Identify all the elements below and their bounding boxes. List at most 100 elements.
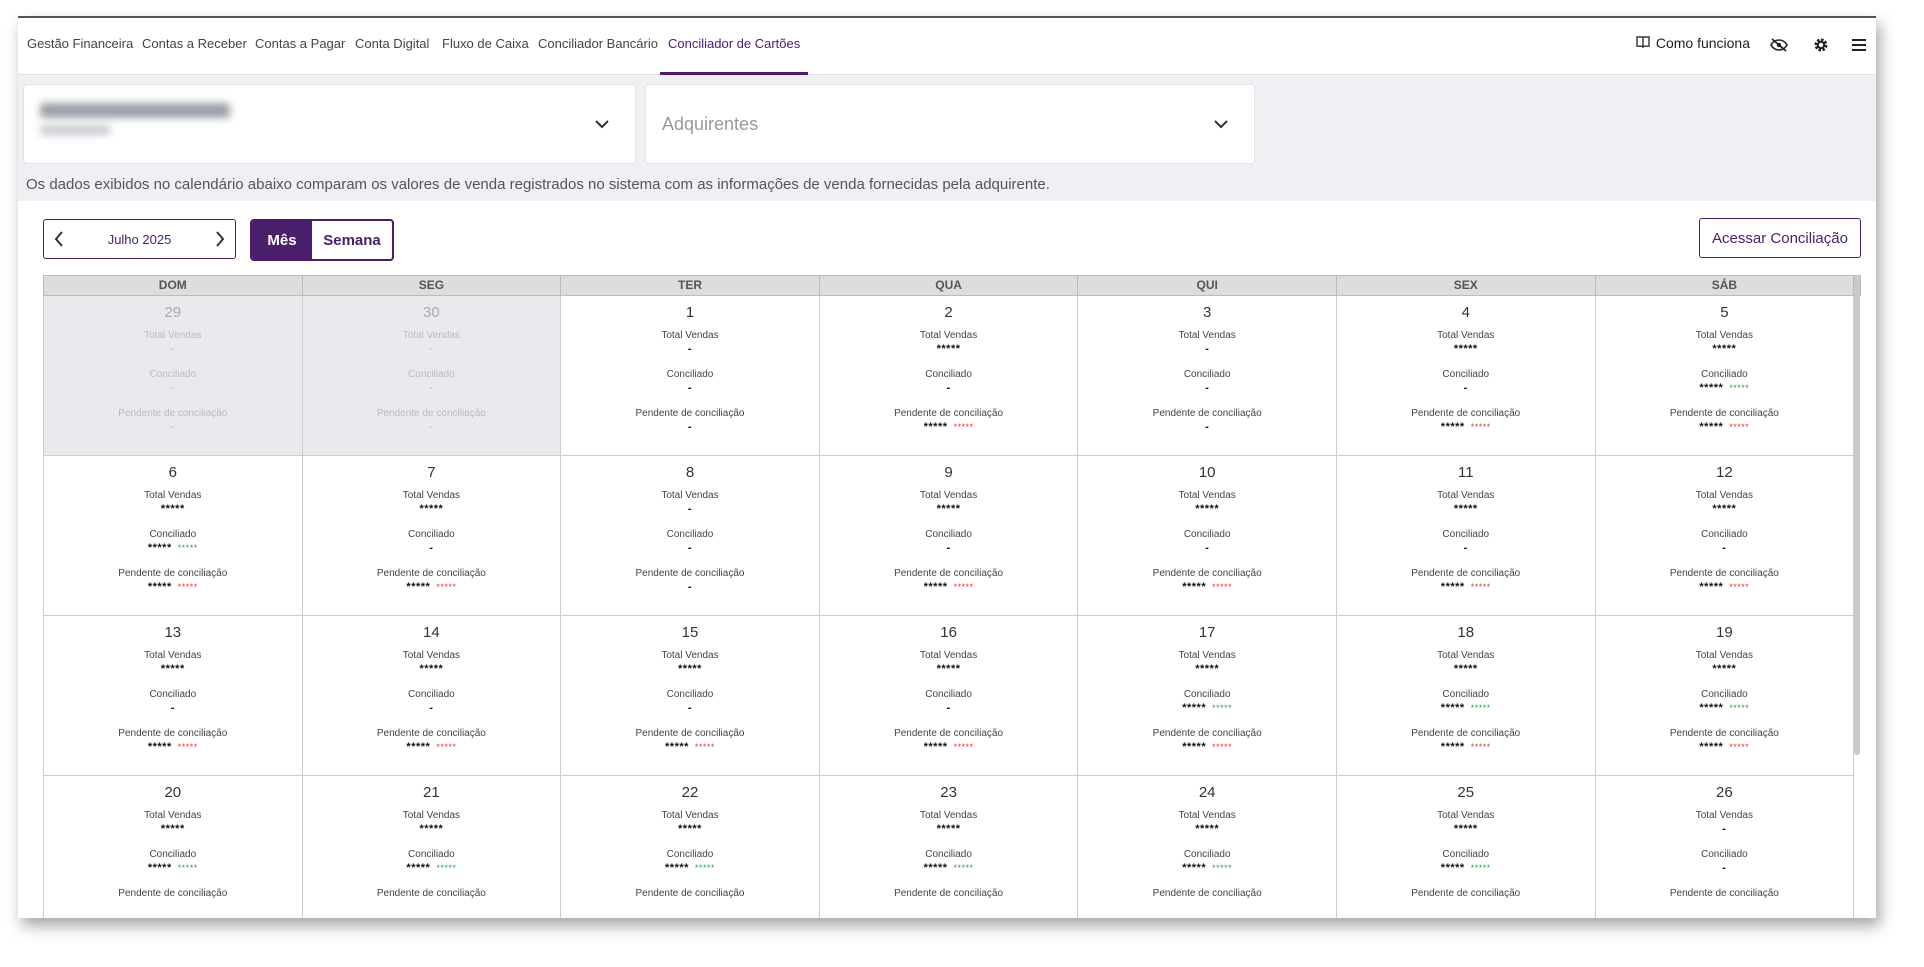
reconciled-label: Conciliado (1183, 689, 1231, 700)
pending-value (1337, 901, 1595, 918)
book-icon (1636, 35, 1650, 51)
reconciled-value: - (946, 542, 951, 554)
calendar-day-cell[interactable]: 11 Total Vendas ***** Conciliado - Pendente d… (1336, 456, 1596, 616)
view-toggle: Mês Semana (250, 219, 394, 261)
reconciled-label: Conciliado (925, 689, 972, 700)
calendar-day-cell[interactable]: 9 Total Vendas ***** Conciliado - Pendente de… (819, 456, 1079, 616)
pending-value: - (429, 421, 434, 433)
total-sales-value: ***** (160, 663, 185, 675)
reconciled-value: ***** ***** (1440, 702, 1491, 714)
calendar-day-cell[interactable]: 23 Total Vendas ***** Conciliado ***** ***** P… (819, 776, 1079, 918)
reconciled-label: Conciliado (1701, 529, 1748, 540)
eye-off-icon[interactable] (1768, 34, 1790, 56)
calendar-day-cell[interactable]: 22 Total Vendas ***** Conciliado ***** ***** P… (561, 776, 820, 918)
acquirers-select[interactable]: Adquirentes (645, 84, 1255, 164)
total-sales-label: Total Vendas (402, 810, 461, 821)
day-number: 11 (1457, 464, 1474, 481)
reconciled-label: Conciliado (925, 849, 972, 860)
how-it-works-link[interactable]: Como funciona (1636, 35, 1750, 51)
tab-conciliador-bancario[interactable]: Conciliador Bancário (538, 36, 658, 51)
day-number: 7 (427, 464, 436, 481)
reconciled-label: Conciliado (408, 529, 455, 540)
menu-icon[interactable] (1848, 34, 1870, 56)
weekday-label: SEG (303, 276, 562, 295)
calendar-scrollbar[interactable] (1854, 275, 1860, 755)
total-sales-label: Total Vendas (661, 650, 719, 661)
pending-value: ***** ***** (1182, 741, 1233, 753)
pending-value: ***** ***** (923, 421, 974, 433)
pending-value: ***** ***** (1440, 421, 1491, 433)
access-reconciliation-button[interactable]: Acessar Conciliação (1699, 218, 1861, 258)
calendar-day-cell[interactable]: 12 Total Vendas ***** Conciliado - Pendente d… (1595, 456, 1855, 616)
reconciled-amount: ***** (177, 543, 198, 553)
calendar-day-cell[interactable]: 7 Total Vendas ***** Conciliado - Pendente de… (302, 456, 562, 616)
calendar-day-cell[interactable]: 8 Total Vendas - Conciliado - Pendente de con… (561, 456, 820, 616)
calendar-day-cell[interactable]: 20 Total Vendas ***** Conciliado ***** ***** P… (44, 776, 303, 918)
calendar-day-cell[interactable]: 13 Total Vendas ***** Conciliado - Pendente d… (44, 616, 303, 776)
total-sales-label: Total Vendas (144, 810, 202, 821)
pending-value: ***** ***** (147, 741, 198, 753)
day-number: 15 (681, 624, 699, 641)
pending-value: ***** ***** (1182, 581, 1233, 593)
reconciled-label: Conciliado (149, 369, 197, 380)
calendar-day-cell[interactable]: 16 Total Vendas ***** Conciliado - Pendente d… (819, 616, 1079, 776)
reconciled-label: Conciliado (149, 849, 197, 860)
calendar-day-cell[interactable]: 14 Total Vendas ***** Conciliado - Pendente d… (302, 616, 562, 776)
calendar-day-cell[interactable]: 15 Total Vendas ***** Conciliado - Pendente d… (561, 616, 820, 776)
company-select[interactable] (23, 84, 636, 164)
calendar-day-cell[interactable]: 2 Total Vendas ***** Conciliado - Pendente de… (819, 296, 1079, 456)
reconciled-amount: ***** (1212, 863, 1233, 873)
reconciled-amount: ***** (177, 863, 198, 873)
total-sales-label: Total Vendas (1437, 330, 1495, 341)
tab-conciliador-de-cartoes[interactable]: Conciliador de Cartões (659, 36, 809, 75)
calendar-day-cell[interactable]: 3 Total Vendas - Conciliado - Pendente de con… (1078, 296, 1337, 456)
calendar-day-cell[interactable]: 19 Total Vendas ***** Conciliado ***** ***** P… (1595, 616, 1855, 776)
total-sales-value: - (687, 503, 693, 515)
view-week-button[interactable]: Semana (323, 231, 381, 249)
day-number: 5 (1720, 304, 1729, 321)
app-window: Gestão Financeira Contas a Receber Conta… (18, 16, 1876, 918)
calendar-day-cell[interactable]: 30 Total Vendas - Conciliado - Pendente de co… (302, 296, 562, 456)
pending-label: Pendente de conciliação (118, 888, 228, 899)
calendar-day-cell[interactable]: 5 Total Vendas ***** Conciliado ***** ***** Pe… (1595, 296, 1855, 456)
chevron-left-icon[interactable] (54, 231, 64, 252)
pending-label: Pendente de conciliação (118, 728, 228, 739)
total-sales-value: ***** (936, 343, 961, 355)
calendar-day-cell[interactable]: 6 Total Vendas ***** Conciliado ***** ***** Pe… (44, 456, 303, 616)
calendar-day-cell[interactable]: 4 Total Vendas ***** Conciliado - Pendente de… (1336, 296, 1596, 456)
pending-value: ***** ***** (406, 741, 457, 753)
chevron-right-icon[interactable] (215, 231, 225, 252)
calendar-day-cell[interactable]: 29 Total Vendas - Conciliado - Pendente de co… (44, 296, 303, 456)
calendar-day-cell[interactable]: 17 Total Vendas ***** Conciliado ***** ***** P… (1078, 616, 1337, 776)
total-sales-label: Total Vendas (1178, 330, 1236, 341)
tab-conta-digital[interactable]: Conta Digital (355, 36, 430, 51)
total-sales-value: ***** (1712, 503, 1737, 515)
tab-gestao-financeira[interactable]: Gestão Financeira (27, 36, 134, 51)
day-number: 21 (423, 784, 440, 801)
calendar-day-cell[interactable]: 1 Total Vendas - Conciliado - Pendente de con… (561, 296, 820, 456)
view-month-button[interactable]: Mês (252, 221, 312, 259)
total-sales-label: Total Vendas (919, 650, 978, 661)
pending-value: - (1205, 421, 1210, 433)
calendar-day-cell[interactable]: 24 Total Vendas ***** Conciliado ***** ***** P… (1078, 776, 1337, 918)
tab-fluxo-de-caixa[interactable]: Fluxo de Caixa (442, 36, 529, 51)
calendar-day-cell[interactable]: 21 Total Vendas ***** Conciliado ***** ***** P… (302, 776, 562, 918)
pending-amount: ***** (953, 422, 974, 432)
tab-contas-a-receber[interactable]: Contas a Receber (142, 36, 247, 51)
month-navigator: Julho 2025 (43, 219, 236, 259)
reconciled-label: Conciliado (1701, 369, 1748, 380)
reconciled-value: ***** ***** (1699, 702, 1750, 714)
calendar-day-cell[interactable]: 10 Total Vendas ***** Conciliado - Pendente d… (1078, 456, 1337, 616)
pending-label: Pendente de conciliação (635, 568, 745, 579)
tab-contas-a-pagar[interactable]: Contas a Pagar (255, 36, 346, 51)
chevron-down-icon (595, 116, 609, 134)
gear-icon[interactable] (1810, 34, 1832, 56)
total-sales-label: Total Vendas (661, 810, 719, 821)
pending-amount: ***** (1470, 422, 1491, 432)
calendar-day-cell[interactable]: 26 Total Vendas - Conciliado - Pendente de co… (1595, 776, 1855, 918)
weekday-label: SEX (1337, 276, 1596, 295)
reconciled-label: Conciliado (408, 689, 455, 700)
calendar-day-cell[interactable]: 18 Total Vendas ***** Conciliado ***** ***** P… (1336, 616, 1596, 776)
total-sales-value: ***** (1453, 823, 1478, 835)
calendar-day-cell[interactable]: 25 Total Vendas ***** Conciliado ***** ***** P… (1336, 776, 1596, 918)
